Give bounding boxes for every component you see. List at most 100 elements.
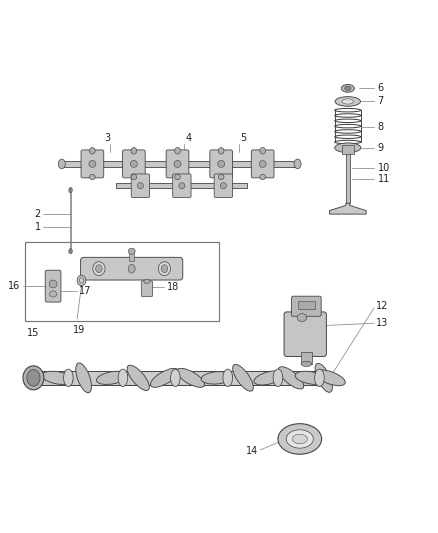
Ellipse shape (314, 369, 324, 386)
Ellipse shape (77, 275, 86, 286)
Ellipse shape (58, 159, 65, 169)
Text: 15: 15 (27, 328, 39, 337)
Ellipse shape (273, 369, 283, 386)
Bar (31, 371, 328, 385)
Text: 4: 4 (185, 133, 191, 143)
FancyBboxPatch shape (45, 270, 61, 302)
Ellipse shape (69, 248, 72, 254)
Ellipse shape (301, 361, 311, 367)
Ellipse shape (259, 160, 266, 167)
Ellipse shape (233, 365, 253, 391)
Ellipse shape (345, 86, 351, 91)
FancyBboxPatch shape (131, 174, 150, 198)
Ellipse shape (158, 262, 170, 276)
FancyBboxPatch shape (214, 174, 233, 198)
Ellipse shape (161, 265, 168, 272)
Ellipse shape (179, 183, 185, 189)
Bar (346, 153, 350, 203)
Ellipse shape (138, 183, 144, 189)
Ellipse shape (335, 143, 361, 152)
FancyBboxPatch shape (81, 150, 104, 178)
Ellipse shape (128, 248, 135, 254)
Ellipse shape (118, 369, 128, 386)
Bar (301, 352, 311, 364)
Ellipse shape (170, 369, 180, 386)
FancyBboxPatch shape (81, 257, 183, 280)
Ellipse shape (254, 370, 284, 385)
Ellipse shape (279, 367, 304, 389)
Ellipse shape (201, 372, 233, 384)
Text: 19: 19 (73, 325, 85, 335)
Ellipse shape (89, 148, 95, 154)
Text: 9: 9 (378, 143, 384, 153)
Bar (44, 372, 315, 384)
Text: 13: 13 (376, 318, 389, 328)
Text: 8: 8 (378, 122, 384, 132)
Text: 17: 17 (79, 286, 92, 295)
Ellipse shape (297, 313, 307, 321)
Ellipse shape (335, 96, 360, 106)
Ellipse shape (218, 160, 225, 167)
Ellipse shape (174, 160, 181, 167)
Text: 11: 11 (378, 174, 390, 184)
Polygon shape (329, 203, 366, 214)
FancyBboxPatch shape (173, 174, 191, 198)
Text: 16: 16 (8, 281, 20, 291)
Text: 7: 7 (378, 96, 384, 107)
Ellipse shape (27, 369, 40, 386)
Ellipse shape (295, 371, 326, 384)
Ellipse shape (95, 265, 102, 272)
Ellipse shape (219, 174, 224, 180)
Ellipse shape (342, 99, 353, 104)
FancyBboxPatch shape (284, 312, 326, 357)
Ellipse shape (219, 148, 224, 154)
Text: 6: 6 (378, 83, 384, 93)
Bar (342, 144, 354, 154)
Ellipse shape (42, 371, 73, 384)
Ellipse shape (49, 291, 57, 297)
FancyBboxPatch shape (291, 296, 321, 316)
FancyBboxPatch shape (166, 150, 189, 178)
Ellipse shape (131, 174, 137, 180)
Ellipse shape (128, 264, 135, 273)
Ellipse shape (175, 174, 180, 180)
Ellipse shape (294, 159, 301, 169)
Ellipse shape (260, 148, 265, 154)
Ellipse shape (79, 278, 84, 283)
Ellipse shape (64, 369, 73, 386)
Ellipse shape (131, 160, 138, 167)
Ellipse shape (144, 279, 150, 284)
Ellipse shape (341, 84, 354, 92)
Ellipse shape (220, 183, 226, 189)
Ellipse shape (96, 371, 127, 384)
Text: 5: 5 (240, 133, 246, 143)
FancyBboxPatch shape (141, 281, 152, 297)
Text: 3: 3 (105, 133, 111, 143)
Text: 18: 18 (166, 282, 179, 293)
Ellipse shape (151, 368, 178, 387)
Bar (25, 243, 219, 321)
Ellipse shape (175, 148, 180, 154)
Text: 12: 12 (376, 301, 389, 311)
FancyBboxPatch shape (251, 150, 274, 178)
Text: 2: 2 (35, 209, 41, 219)
Ellipse shape (278, 424, 321, 454)
Ellipse shape (93, 262, 105, 276)
Ellipse shape (89, 160, 96, 167)
Ellipse shape (23, 366, 44, 390)
Ellipse shape (69, 188, 72, 193)
Ellipse shape (89, 174, 95, 180)
FancyBboxPatch shape (210, 150, 233, 178)
Bar (297, 301, 315, 309)
Ellipse shape (223, 369, 233, 386)
Ellipse shape (131, 148, 137, 154)
Text: 1: 1 (35, 222, 41, 232)
Bar (129, 251, 134, 261)
Text: 14: 14 (246, 446, 258, 456)
Ellipse shape (127, 365, 149, 391)
Text: 10: 10 (378, 163, 390, 173)
Ellipse shape (315, 370, 345, 386)
Ellipse shape (177, 368, 205, 387)
Ellipse shape (76, 363, 92, 393)
FancyBboxPatch shape (123, 150, 145, 178)
